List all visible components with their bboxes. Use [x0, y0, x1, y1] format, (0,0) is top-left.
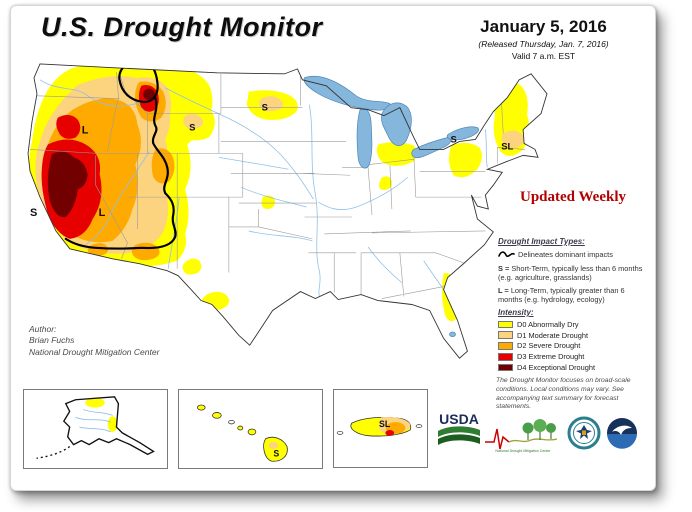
- legend-item-d3: D3 Extreme Drought: [498, 351, 648, 362]
- commerce-shield: [582, 430, 586, 435]
- puerto-rico-label-SL: SL: [379, 419, 391, 429]
- mona-island: [336, 431, 344, 435]
- impact-types-heading: Drought Impact Types:: [498, 237, 585, 246]
- aleutian-islands: [36, 446, 71, 459]
- legend-item-d4: D4 Exceptional Drought: [498, 362, 648, 373]
- released-date: (Released Thursday, Jan. 7, 2016): [478, 39, 609, 49]
- long-term-prefix: L =: [498, 286, 511, 295]
- d4-label: D4 Exceptional Drought: [517, 363, 596, 373]
- big-island-d1-patch: [268, 442, 279, 449]
- hawaii-island-molokai: [228, 420, 235, 425]
- hawaii-label-S: S: [273, 448, 279, 458]
- map-label-L-nevada: L: [99, 207, 106, 219]
- usda-logo: USDA: [438, 411, 480, 445]
- d0-swatch: [498, 320, 513, 329]
- lake-erie: [411, 137, 452, 159]
- legend-item-d0: D0 Abnormally Dry: [498, 319, 648, 330]
- intensity-heading: Intensity:: [498, 308, 534, 317]
- legend-item-d1: D1 Moderate Drought: [498, 330, 648, 341]
- hawaii-island-lanai: [237, 425, 244, 431]
- hawaii-island-maui: [247, 428, 257, 436]
- author-heading: Author:: [29, 324, 57, 334]
- map-label-S-dakotas: S: [262, 103, 268, 114]
- alaska-rivers: [75, 409, 113, 433]
- state-borders: [30, 71, 526, 299]
- d3-label: D3 Extreme Drought: [517, 352, 585, 362]
- map-label-S-california: S: [30, 207, 37, 219]
- puerto-rico-inset: SL: [333, 389, 428, 468]
- short-term-text: Short-Term, typically less than 6 months…: [498, 264, 643, 283]
- d3-swatch: [498, 353, 513, 361]
- d2-label: D2 Severe Drought: [517, 341, 581, 351]
- ndmc-logo-text: National Drought Mitigation Center: [495, 449, 551, 453]
- long-term-text: Long-Term, typically greater than 6 mont…: [498, 286, 625, 305]
- usda-logo-text: USDA: [439, 411, 479, 427]
- delineates-label: Delineates dominant impacts: [518, 250, 613, 259]
- usda-field-upper: [438, 426, 480, 437]
- commerce-seal: [567, 416, 601, 450]
- updated-weekly-note: Updated Weekly: [520, 189, 626, 205]
- ndmc-squiggle: [508, 438, 558, 443]
- hawaii-island-kauai: [196, 404, 206, 411]
- impact-line-icon: [498, 251, 515, 258]
- map-date: January 5, 2016: [480, 17, 607, 36]
- rivers: [39, 79, 488, 299]
- d0-label: D0 Abnormally Dry: [517, 319, 579, 329]
- impact-boundary: [64, 63, 177, 250]
- short-term-definition: S = Short-Term, typically less than 6 mo…: [498, 264, 648, 283]
- alaska-map: [36, 396, 155, 459]
- short-term-prefix: S =: [498, 264, 512, 273]
- ndmc-logo: National Drought Mitigation Center: [485, 419, 558, 453]
- disclaimer-text: The Drought Monitor focuses on broad-sca…: [496, 377, 631, 411]
- page-title: U.S. Drought Monitor: [41, 12, 323, 42]
- d2-swatch: [498, 342, 513, 350]
- alaska-outline: [62, 396, 155, 456]
- hawaii-inset: S: [178, 389, 323, 469]
- map-label-S-montana: S: [189, 123, 195, 134]
- lake-okeechobee: [449, 331, 456, 338]
- date-block: January 5, 2016 (Released Thursday, Jan.…: [441, 17, 646, 61]
- map-label-L-oregon: L: [82, 125, 89, 137]
- alaska-drought-d0-north: [85, 397, 105, 408]
- noaa-logo: [607, 418, 637, 449]
- noaa-seabird-icon: [612, 425, 632, 435]
- d4-swatch: [498, 363, 513, 372]
- author-name: Brian Fuchs: [29, 335, 75, 346]
- culebra-island: [415, 424, 423, 428]
- us-outline: [27, 63, 548, 359]
- valid-time: Valid 7 a.m. EST: [511, 51, 576, 61]
- lake-michigan: [356, 108, 373, 169]
- ndmc-trees: [522, 419, 556, 440]
- alaska-inset: [23, 389, 168, 469]
- intensity-legend: D0 Abnormally Dry D1 Moderate Drought D2…: [498, 319, 648, 373]
- alaska-drought-d0-east: [107, 416, 118, 432]
- hawaii-map: S: [196, 404, 288, 462]
- map-label-S-lake-ontario: S: [451, 134, 457, 145]
- drought-monitor-card: U.S. Drought Monitor January 5, 2016 (Re…: [10, 5, 656, 491]
- author-org: National Drought Mitigation Center: [29, 346, 160, 357]
- d1-label: D1 Moderate Drought: [517, 330, 589, 340]
- legend-item-d2: D2 Severe Drought: [498, 341, 648, 352]
- delineates-row: Delineates dominant impacts: [498, 250, 655, 259]
- drought-region-d1: [35, 75, 525, 254]
- noaa-lower-hemisphere: [607, 434, 637, 449]
- hawaii-island-big-island: [263, 436, 288, 462]
- usda-field-lower: [438, 434, 480, 445]
- puerto-rico-map: SL: [336, 416, 423, 437]
- long-term-definition: L = Long-Term, typically greater than 6 …: [498, 286, 648, 305]
- ndmc-ekg-line: [485, 428, 510, 450]
- d1-swatch: [498, 331, 513, 339]
- author-block: Author: Brian Fuchs National Drought Mit…: [29, 324, 159, 358]
- lake-ontario: [446, 126, 479, 141]
- map-label-SL-new-england: SL: [501, 141, 513, 152]
- drought-region-d4: [47, 88, 155, 218]
- us-drought-map: L S L S S S SL: [27, 63, 548, 359]
- hawaii-island-oahu: [212, 412, 222, 419]
- puerto-rico-d3-region: [385, 429, 395, 436]
